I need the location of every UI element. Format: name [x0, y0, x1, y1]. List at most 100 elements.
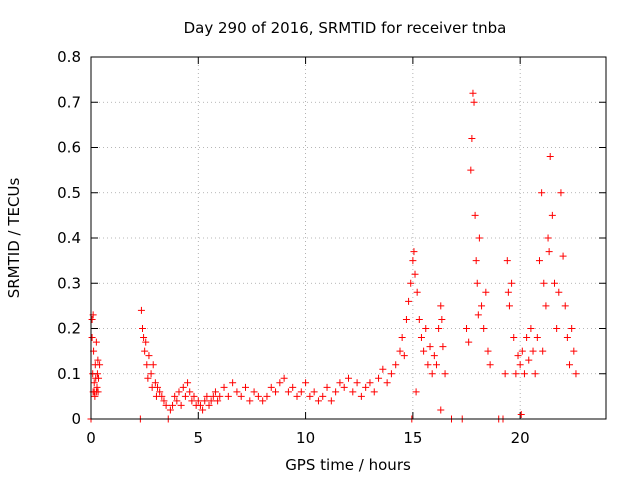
- data-point: [327, 397, 335, 405]
- data-point: [473, 279, 481, 287]
- data-point: [548, 211, 556, 219]
- data-point: [224, 392, 232, 400]
- data-point: [199, 406, 207, 414]
- data-point: [141, 347, 149, 355]
- data-point: [88, 334, 96, 342]
- data-point: [520, 370, 528, 378]
- y-tick-label: 0.4: [57, 229, 81, 247]
- data-point: [345, 374, 352, 382]
- data-point: [551, 279, 558, 287]
- y-axis-title: SRMTID / TECUs: [5, 178, 23, 299]
- data-point: [229, 379, 237, 387]
- data-point: [181, 392, 189, 400]
- data-point: [437, 406, 445, 414]
- data-point: [173, 397, 181, 405]
- data-point: [246, 397, 254, 405]
- y-tick-label: 0.2: [57, 320, 81, 338]
- data-point: [505, 302, 513, 310]
- data-point: [144, 374, 152, 382]
- data-point: [145, 352, 153, 360]
- data-point: [546, 153, 554, 161]
- data-point: [413, 288, 421, 296]
- data-point: [194, 397, 202, 405]
- data-point: [392, 361, 400, 369]
- data-point: [237, 392, 245, 400]
- data-point: [482, 288, 490, 296]
- data-point: [539, 347, 547, 355]
- y-tick-label: 0.5: [57, 184, 81, 202]
- data-point: [484, 347, 492, 355]
- data-point: [302, 379, 310, 387]
- data-point: [340, 383, 348, 391]
- y-tick-label: 0.1: [57, 365, 81, 383]
- data-point: [289, 383, 297, 391]
- data-point: [220, 383, 228, 391]
- y-tick-label: 0.7: [57, 93, 81, 111]
- data-point: [545, 248, 553, 256]
- data-point: [409, 257, 417, 265]
- data-point: [177, 401, 185, 409]
- data-point: [214, 397, 222, 405]
- data-point: [527, 325, 535, 332]
- data-point: [175, 388, 183, 396]
- data-point: [267, 383, 275, 391]
- data-point: [478, 302, 486, 310]
- data-point: [396, 347, 404, 355]
- data-point: [310, 388, 318, 396]
- data-point: [426, 343, 434, 351]
- data-point: [531, 370, 539, 378]
- data-point: [542, 302, 550, 310]
- data-point: [512, 370, 520, 378]
- data-point: [250, 388, 258, 396]
- y-tick-label: 0.3: [57, 274, 81, 292]
- data-point: [94, 388, 102, 396]
- data-point: [276, 379, 284, 387]
- data-point: [441, 370, 449, 378]
- data-point: [468, 134, 476, 142]
- data-point: [555, 288, 563, 296]
- y-tick-label: 0.6: [57, 139, 81, 157]
- data-point: [437, 302, 445, 310]
- data-point: [563, 334, 571, 342]
- data-point: [140, 334, 148, 342]
- data-point: [474, 311, 482, 319]
- data-point: [463, 325, 471, 332]
- data-point: [139, 325, 146, 332]
- data-point: [472, 257, 480, 265]
- data-point: [184, 379, 192, 387]
- data-point: [438, 315, 446, 323]
- data-point: [284, 388, 292, 396]
- data-point: [400, 352, 408, 360]
- data-point: [205, 401, 213, 409]
- data-point: [91, 392, 99, 400]
- data-point: [439, 343, 447, 351]
- data-point: [412, 388, 420, 396]
- data-point: [407, 279, 415, 287]
- data-point: [411, 270, 419, 278]
- data-point: [203, 392, 211, 400]
- data-point: [467, 166, 475, 174]
- data-point: [535, 257, 543, 265]
- data-point: [570, 347, 578, 355]
- data-point: [420, 347, 428, 355]
- data-point: [430, 352, 438, 360]
- data-point: [566, 361, 574, 369]
- data-point: [424, 361, 432, 369]
- data-point: [417, 334, 425, 342]
- plot-frame: [90, 56, 607, 420]
- data-point: [196, 401, 204, 409]
- data-point: [242, 383, 249, 391]
- data-point: [323, 383, 331, 391]
- data-point: [508, 279, 516, 287]
- data-point: [480, 325, 488, 332]
- data-point: [422, 325, 430, 332]
- data-point: [471, 211, 479, 219]
- data-point: [211, 388, 219, 396]
- data-point: [254, 392, 262, 400]
- data-point: [160, 397, 168, 405]
- data-point: [465, 338, 473, 346]
- data-point: [428, 370, 436, 378]
- data-point: [375, 374, 383, 382]
- data-point: [207, 397, 215, 405]
